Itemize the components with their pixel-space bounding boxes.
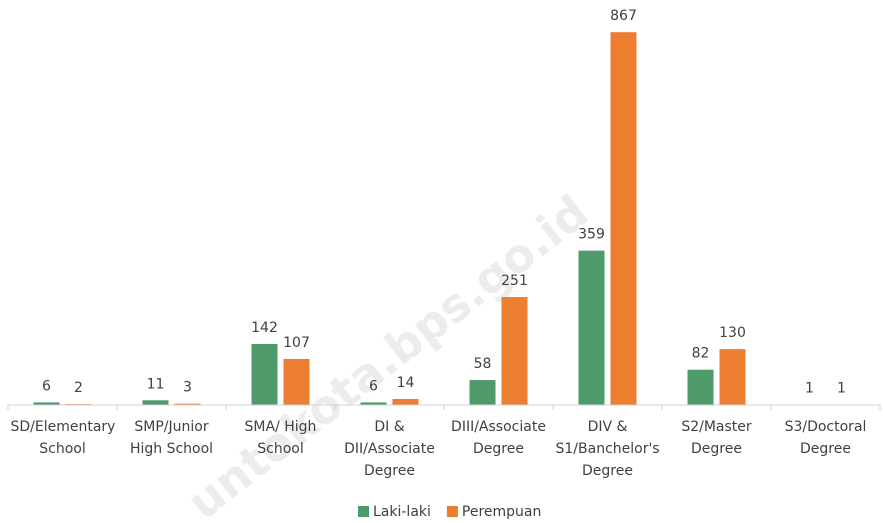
bar (174, 403, 201, 405)
bar (578, 250, 605, 405)
legend-swatch (358, 506, 369, 517)
bar (610, 32, 637, 405)
x-tick-label: S2/Master Degree (681, 419, 752, 457)
data-label: 3 (183, 380, 192, 396)
legend-label: Perempuan (462, 504, 541, 520)
data-label: 107 (283, 335, 310, 351)
bar (501, 297, 528, 405)
data-label: 58 (474, 356, 492, 372)
data-label: 14 (397, 375, 415, 391)
bar (687, 369, 714, 405)
x-tick-label: DIII/Associate Degree (451, 419, 546, 457)
bar (142, 400, 169, 405)
bar (469, 380, 496, 405)
data-label: 11 (147, 376, 165, 392)
data-label: 359 (578, 227, 605, 243)
legend-swatch (446, 506, 458, 517)
bar (360, 402, 387, 405)
bar (251, 343, 278, 405)
bar (33, 402, 60, 405)
data-label: 142 (251, 320, 278, 336)
data-label: 867 (610, 8, 637, 24)
data-label: 6 (42, 378, 51, 394)
bar (392, 398, 419, 405)
x-tick-label: DI & DII/Associate Degree (344, 419, 435, 479)
data-label: 251 (501, 273, 528, 289)
bar (283, 358, 310, 405)
data-label: 82 (692, 346, 710, 362)
x-tick-label: SMP/Junior High School (129, 419, 214, 457)
x-tick-label: DIV & S1/Banchelor's Degree (555, 419, 660, 479)
data-label: 6 (369, 378, 378, 394)
data-label: 2 (74, 380, 83, 396)
bar (719, 349, 746, 405)
x-tick-label: SMA/ High School (244, 419, 317, 457)
data-label: 1 (805, 381, 814, 397)
data-label: 130 (719, 325, 746, 341)
x-tick-label: S3/Doctoral Degree (784, 419, 867, 457)
data-label: 1 (837, 381, 846, 397)
legend-label: Laki-laki (373, 504, 431, 520)
x-tick-label: SD/Elementary School (10, 419, 116, 457)
